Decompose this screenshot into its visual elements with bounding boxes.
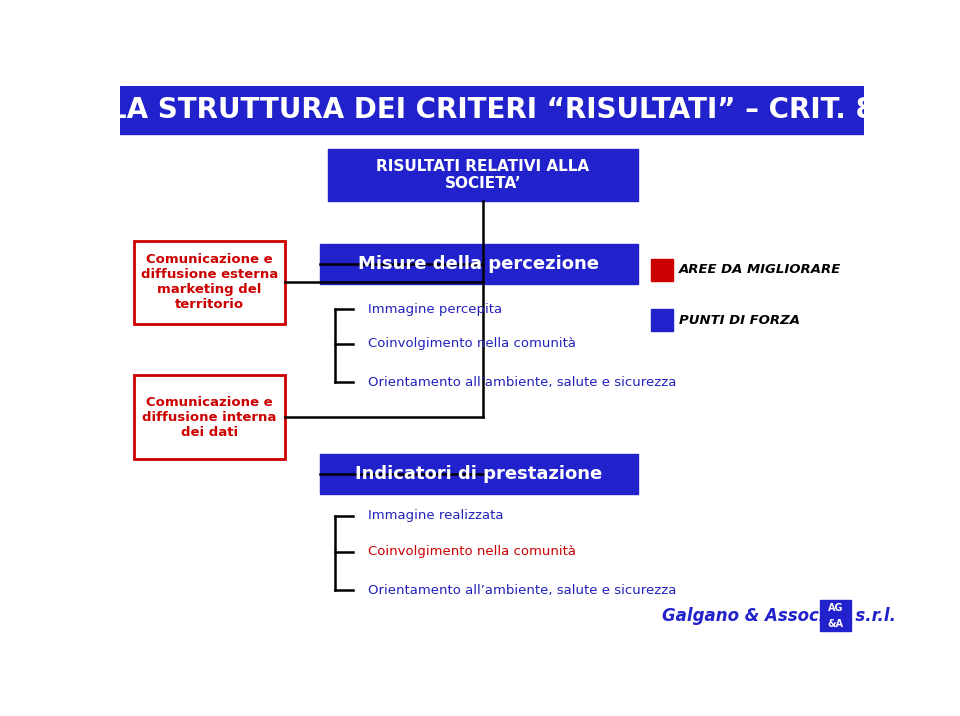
Text: RISULTATI RELATIVI ALLA
SOCIETA’: RISULTATI RELATIVI ALLA SOCIETA’ bbox=[376, 159, 589, 191]
FancyBboxPatch shape bbox=[320, 454, 637, 494]
FancyBboxPatch shape bbox=[820, 616, 851, 631]
FancyBboxPatch shape bbox=[651, 259, 673, 281]
Text: Misure della percezione: Misure della percezione bbox=[358, 255, 599, 273]
FancyBboxPatch shape bbox=[820, 600, 851, 615]
Text: Coinvolgimento nella comunità: Coinvolgimento nella comunità bbox=[368, 337, 576, 350]
FancyBboxPatch shape bbox=[651, 309, 673, 331]
Text: Immagine percepita: Immagine percepita bbox=[368, 303, 502, 316]
Text: AREE DA MIGLIORARE: AREE DA MIGLIORARE bbox=[679, 263, 841, 276]
Text: Comunicazione e
diffusione interna
dei dati: Comunicazione e diffusione interna dei d… bbox=[142, 395, 276, 438]
FancyBboxPatch shape bbox=[327, 149, 637, 201]
Text: LA STRUTTURA DEI CRITERI “RISULTATI” – CRIT. 8: LA STRUTTURA DEI CRITERI “RISULTATI” – C… bbox=[109, 96, 875, 124]
FancyBboxPatch shape bbox=[134, 241, 285, 324]
FancyBboxPatch shape bbox=[134, 375, 285, 459]
Text: Immagine realizzata: Immagine realizzata bbox=[368, 509, 503, 522]
Text: AG: AG bbox=[828, 603, 843, 613]
Text: PUNTI DI FORZA: PUNTI DI FORZA bbox=[679, 314, 800, 326]
FancyBboxPatch shape bbox=[320, 243, 637, 284]
Text: Galgano & Associati s.r.l.: Galgano & Associati s.r.l. bbox=[662, 606, 897, 624]
Text: Coinvolgimento nella comunità: Coinvolgimento nella comunità bbox=[368, 546, 576, 558]
Text: &A: &A bbox=[828, 619, 843, 629]
Text: Indicatori di prestazione: Indicatori di prestazione bbox=[355, 465, 603, 483]
FancyBboxPatch shape bbox=[120, 86, 864, 134]
Text: Orientamento all’ambiente, salute e sicurezza: Orientamento all’ambiente, salute e sicu… bbox=[368, 584, 677, 596]
Text: Comunicazione e
diffusione esterna
marketing del
territorio: Comunicazione e diffusione esterna marke… bbox=[141, 253, 278, 311]
Text: Orientamento all’ambiente, salute e sicurezza: Orientamento all’ambiente, salute e sicu… bbox=[368, 376, 677, 389]
